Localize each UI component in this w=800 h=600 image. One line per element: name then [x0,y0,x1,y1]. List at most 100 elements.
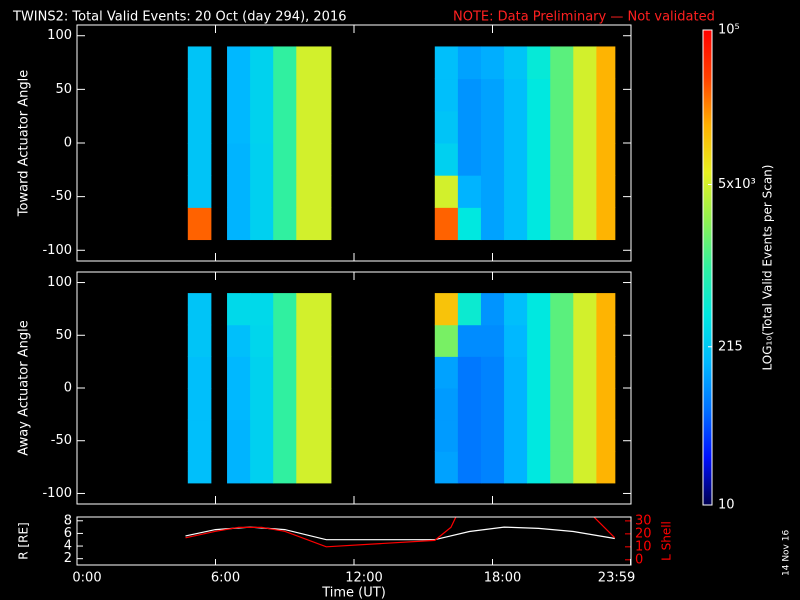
heatmap-cell [250,143,274,176]
heatmap-cell [550,207,574,241]
y-tick-label: -50 [51,433,72,448]
heatmap-cell [273,46,297,80]
heatmap-cell [187,419,212,452]
x-tick-label: 12:00 [345,571,382,586]
heatmap-cell [227,356,251,389]
heatmap-cell [273,143,297,176]
y-tick-label: 8 [64,513,72,528]
heatmap-cell [480,324,505,357]
heatmap-cell [573,143,597,176]
heatmap-cell [457,356,482,389]
colorbar [702,29,713,506]
y2-axis-label: L Shell [660,521,674,561]
heatmap-cell [187,451,212,484]
heatmap-cell [296,388,332,421]
heatmap-cell [187,143,212,176]
x-axis-label: Time (UT) [321,586,386,600]
heatmap-cell [227,388,251,421]
heatmap-cell [457,175,482,208]
heatmap-cell [273,419,297,452]
heatmap-cell [227,110,251,144]
heatmap-cell [573,324,597,357]
y-axis-label: Toward Actuator Angle [17,70,32,217]
y2-tick-label: 0 [635,552,643,567]
heatmap-cell [596,293,616,326]
colorbar-label: LOG₁₀(Total Valid Events per Scan) [761,165,775,371]
heatmap-cell [296,78,332,112]
heatmap-cell [296,143,332,176]
heatmap-cell [480,78,505,112]
heatmap-cell [504,388,528,421]
heatmap-cell [227,78,251,112]
heatmap-cell [273,175,297,208]
heatmap-cell [250,207,274,241]
series-line [185,517,616,548]
colorbar-tick-label: 215 [718,339,743,354]
heatmap-cell [434,293,459,326]
heatmap-cell [527,388,551,421]
heatmap-cell [504,143,528,176]
heatmap-cell [504,46,528,80]
x-tick-label: 0:00 [72,571,101,586]
heatmap-cell [596,207,616,241]
heatmap-cell [550,419,574,452]
heatmap-cell [573,110,597,144]
heatmap-cell [527,46,551,80]
heatmap-cell [527,78,551,112]
heatmap-cell [296,110,332,144]
y-axis-label: Away Actuator Angle [17,320,32,455]
heatmap-cell [227,207,251,241]
heatmap-cell [550,46,574,80]
heatmap-cell [480,46,505,80]
heatmap-cell [550,388,574,421]
heatmap-cell [550,143,574,176]
heatmap-cell [550,451,574,484]
heatmap-cell [527,143,551,176]
y-tick-label: 50 [55,328,72,343]
panel-frame [76,516,632,566]
heatmap-cell [550,324,574,357]
heatmap-cell [527,324,551,357]
heatmap-cell [227,451,251,484]
heatmap-cell [527,293,551,326]
note: NOTE: Data Preliminary — Not validated [453,10,715,25]
heatmap-cell [187,356,212,389]
heatmap-cell [573,388,597,421]
chart-title: TWINS2: Total Valid Events: 20 Oct (day … [12,10,347,25]
heatmap-cell [296,293,332,326]
heatmap-cell [273,78,297,112]
heatmap-cell [434,78,459,112]
heatmap-cell [434,419,459,452]
colorbar-tick-label: 10 [718,498,735,513]
heatmap-cell [596,175,616,208]
y-tick-label: 100 [47,28,72,43]
heatmap-cell [457,324,482,357]
heatmap-cell [596,388,616,421]
heatmap-cell [250,419,274,452]
date-stamp: 14 Nov 16 [782,530,792,576]
heatmap-cell [504,175,528,208]
y-tick-label: 50 [55,82,72,97]
heatmap-cell [596,78,616,112]
x-tick-label: 23:59 [598,571,635,586]
heatmap-cell [573,46,597,80]
heatmap-cell [480,451,505,484]
heatmap-cell [457,143,482,176]
y2-tick-label: 20 [635,526,652,541]
heatmap-cell [227,324,251,357]
colorbar-tick-label: 10⁵ [718,23,740,38]
heatmap-cell [227,419,251,452]
heatmap-cell [296,324,332,357]
heatmap-cell [573,451,597,484]
heatmap-cell [596,46,616,80]
heatmap-cell [596,324,616,357]
y-tick-label: 2 [64,551,72,566]
y-tick-label: 4 [64,539,72,554]
panel-frame [76,24,632,262]
heatmap-cell [550,110,574,144]
heatmap-cell [573,356,597,389]
y2-tick-label: 30 [635,513,652,528]
heatmap-cell [434,46,459,80]
heatmap-cell [250,293,274,326]
